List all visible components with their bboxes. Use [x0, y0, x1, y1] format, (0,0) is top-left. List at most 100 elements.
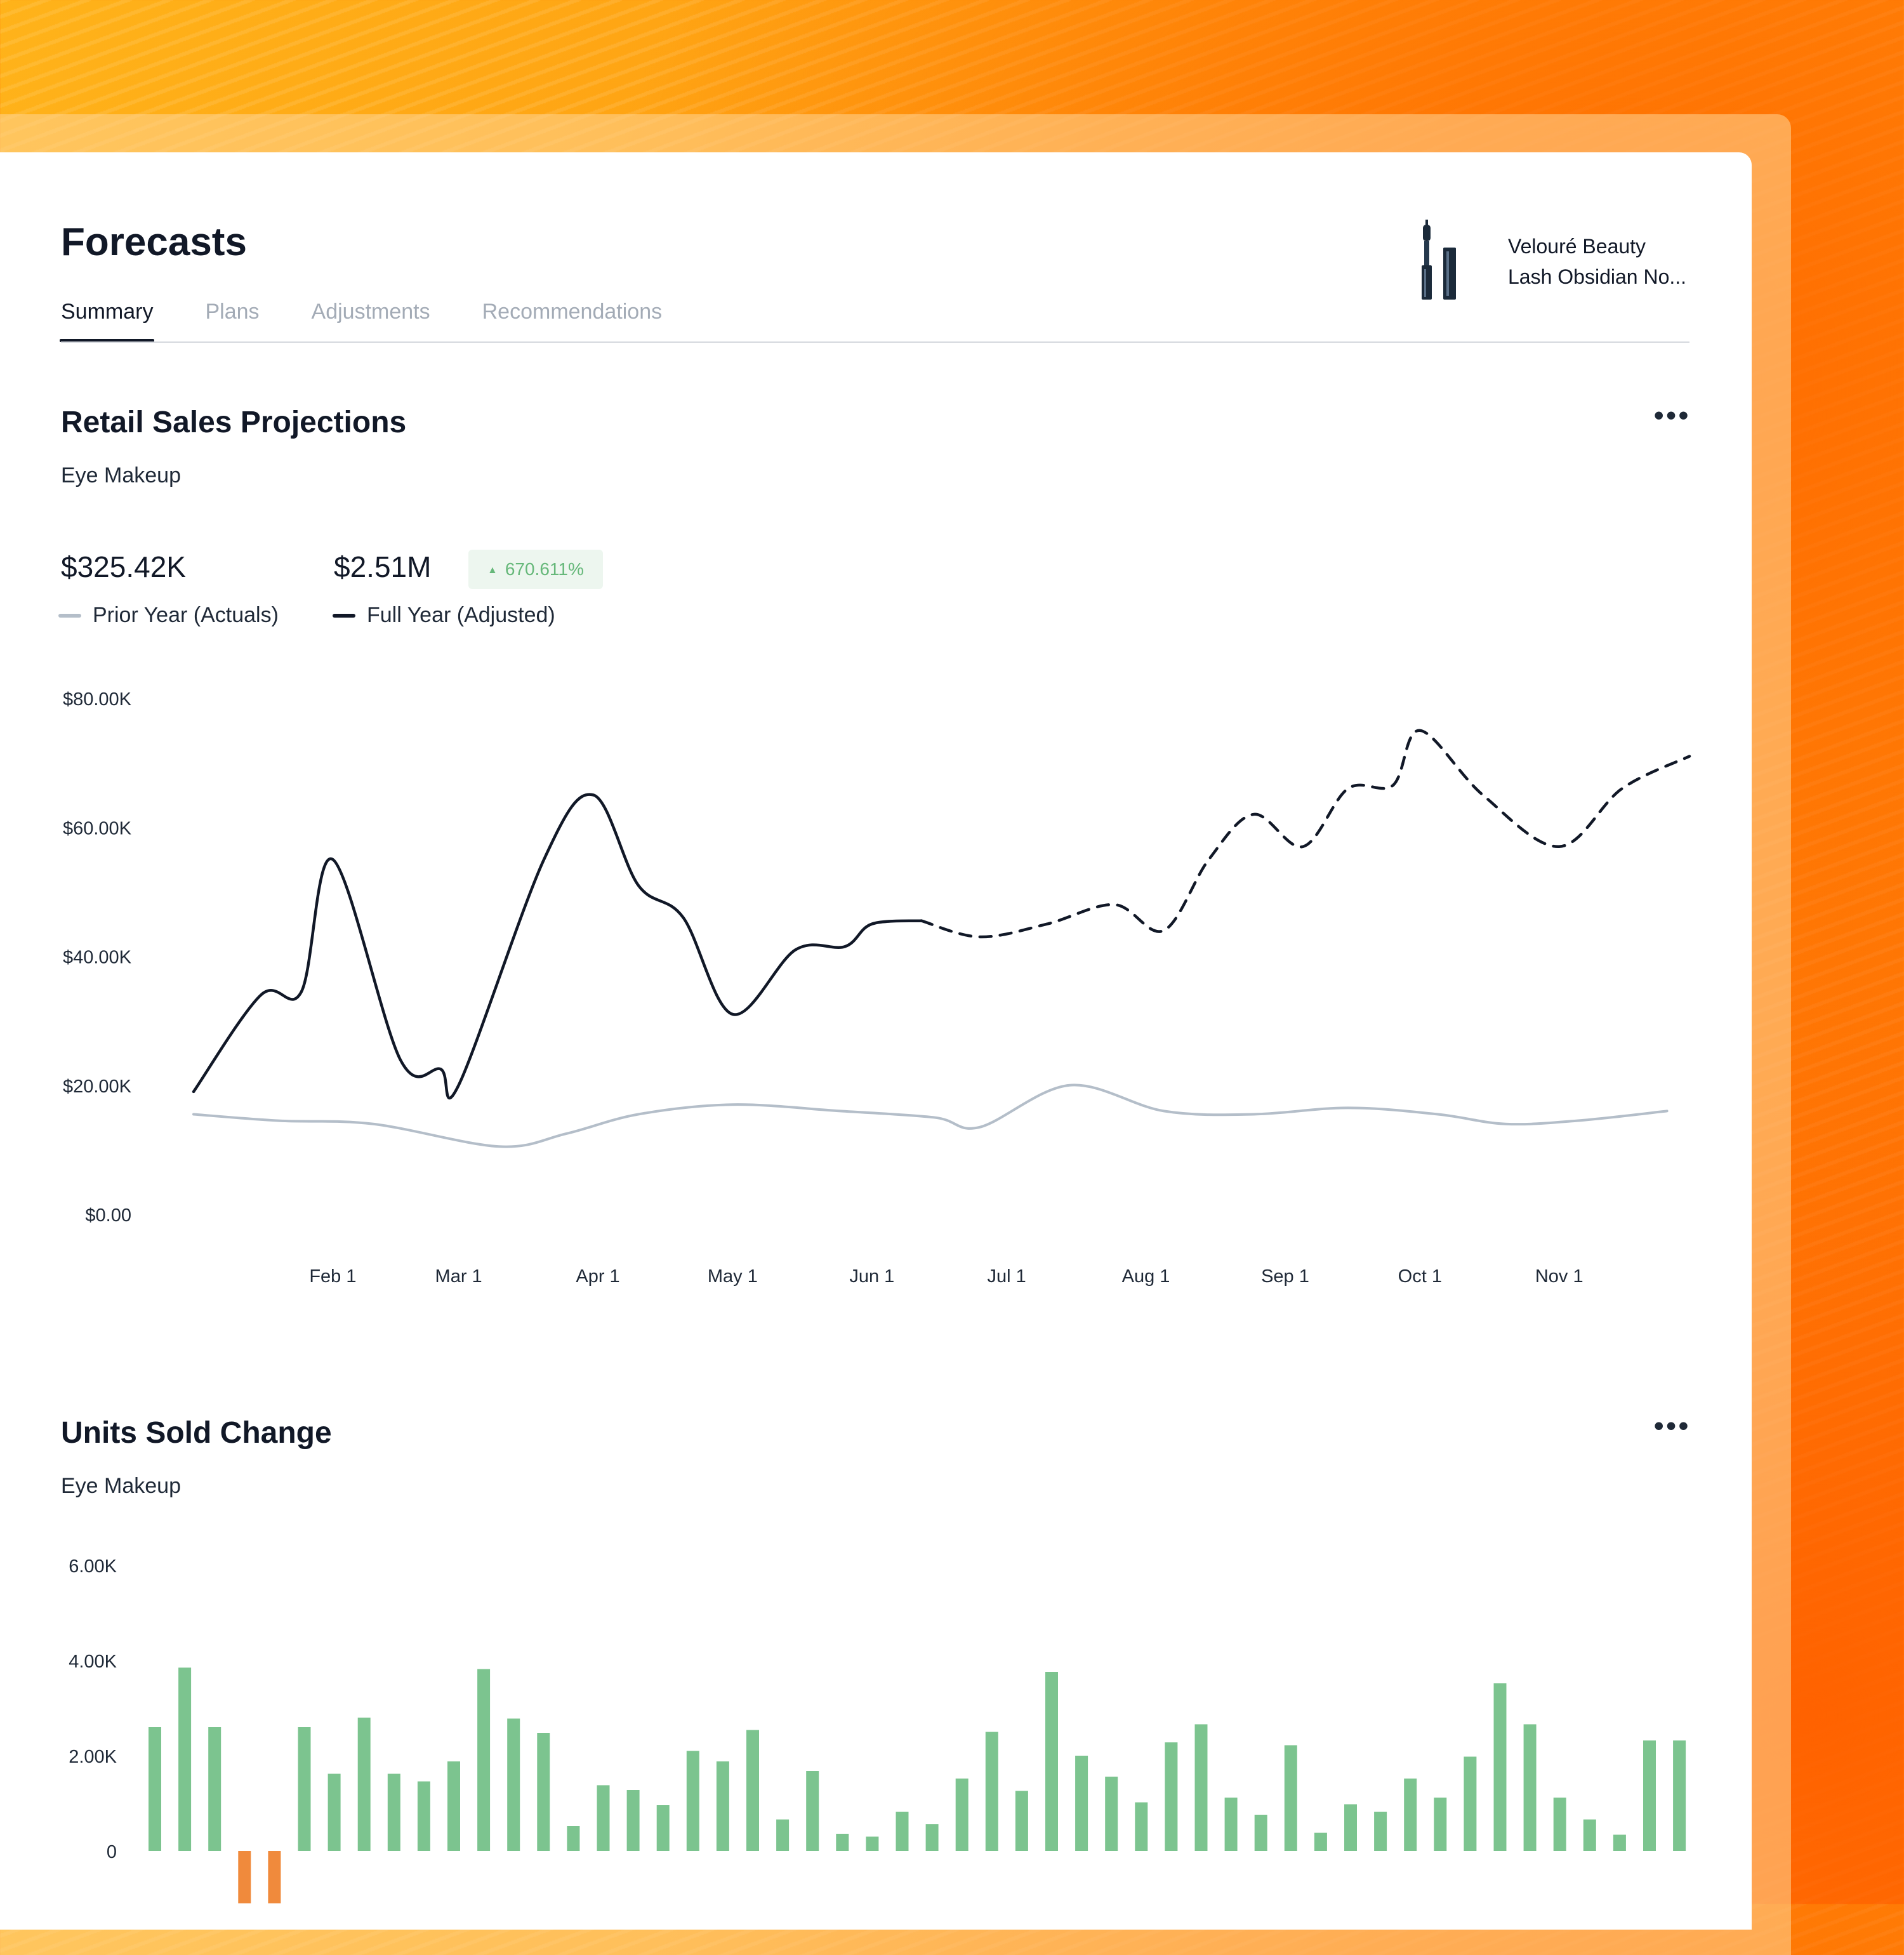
product-info[interactable]: Velouré Beauty Lash Obsidian No... — [1508, 231, 1686, 292]
y-tick-label: $0.00 — [85, 1205, 131, 1226]
units-bar — [1553, 1798, 1566, 1851]
y-tick-label: 2.00K — [69, 1747, 117, 1767]
units-bar — [1045, 1672, 1058, 1851]
units-bar — [447, 1761, 460, 1851]
units-bar — [1224, 1798, 1238, 1851]
units-bar — [417, 1781, 430, 1851]
units-bar — [686, 1751, 699, 1851]
units-bar — [836, 1834, 849, 1851]
units-bar-chart: 6.00K 4.00K 2.00K 0 — [69, 1556, 1686, 1904]
units-bar — [327, 1773, 341, 1851]
y-tick-label: $80.00K — [63, 689, 132, 710]
y-tick-label: $40.00K — [63, 948, 132, 968]
units-bar — [1135, 1802, 1148, 1851]
units-bar — [1254, 1815, 1267, 1851]
units-bar — [1613, 1834, 1626, 1851]
units-bar — [716, 1761, 729, 1851]
units-bar — [477, 1669, 491, 1851]
units-bar — [1344, 1804, 1357, 1851]
units-bar — [1105, 1777, 1118, 1851]
legend-full-label: Full Year (Adjusted) — [367, 603, 555, 627]
full-year-projection-line — [920, 729, 1691, 939]
units-bar — [268, 1851, 281, 1904]
units-bar — [866, 1836, 879, 1851]
units-bar — [1075, 1756, 1088, 1851]
units-bar — [1673, 1740, 1686, 1851]
units-bar — [1434, 1798, 1447, 1851]
y-tick-label: 6.00K — [69, 1556, 117, 1577]
tab-adjustments[interactable]: Adjustments — [311, 300, 430, 324]
tab-recommendations[interactable]: Recommendations — [482, 300, 663, 324]
units-bar — [1165, 1742, 1178, 1851]
units-bar — [298, 1727, 311, 1851]
y-tick-label: 0 — [107, 1842, 117, 1862]
units-bar — [1583, 1819, 1596, 1851]
sales-line-chart: $80.00K $60.00K $40.00K $20.00K $0.00 Feb 1 Ma… — [63, 689, 1691, 1287]
units-bar — [985, 1732, 998, 1851]
units-bar — [238, 1851, 251, 1904]
legend-prior-year: Prior Year (Actuals) — [58, 603, 279, 628]
units-more-menu-icon[interactable]: ••• — [1654, 1410, 1691, 1441]
x-tick-label: Sep 1 — [1261, 1266, 1309, 1287]
units-bar — [178, 1667, 192, 1851]
units-bar — [537, 1733, 550, 1851]
tab-summary[interactable]: Summary — [59, 300, 155, 342]
units-bar — [626, 1790, 640, 1851]
units-bar — [507, 1718, 520, 1851]
x-tick-label: Mar 1 — [435, 1266, 482, 1287]
x-tick-label: May 1 — [708, 1266, 758, 1287]
units-bar — [1374, 1812, 1387, 1851]
mascara-product-icon — [1422, 220, 1456, 300]
y-tick-label: 4.00K — [69, 1652, 117, 1672]
units-section-title: Units Sold Change — [61, 1416, 332, 1450]
units-bar — [1015, 1791, 1028, 1851]
units-bar — [1314, 1832, 1327, 1851]
units-bar — [567, 1826, 580, 1851]
tab-plans[interactable]: Plans — [205, 300, 260, 324]
x-tick-label: Oct 1 — [1398, 1266, 1442, 1287]
units-bar — [776, 1819, 790, 1851]
forecast-panel — [0, 152, 1752, 1930]
x-tick-label: Jul 1 — [987, 1266, 1026, 1287]
up-arrow-icon: ▲ — [487, 565, 498, 576]
metric-full-year: $2.51M — [334, 550, 432, 583]
units-bar — [925, 1824, 939, 1851]
page-title: Forecasts — [61, 220, 247, 264]
units-bar — [896, 1812, 909, 1851]
units-bar — [955, 1779, 969, 1851]
prior-year-line — [192, 1084, 1669, 1148]
y-tick-label: $60.00K — [63, 818, 132, 838]
product-brand: Velouré Beauty — [1508, 235, 1646, 258]
units-bar — [746, 1730, 759, 1851]
tab-bar: Summary Plans Adjustments Recommendation… — [59, 300, 714, 342]
units-bar — [806, 1771, 819, 1851]
x-tick-label: Feb 1 — [309, 1266, 356, 1287]
y-tick-label: $20.00K — [63, 1077, 132, 1097]
units-bar — [597, 1785, 610, 1851]
units-bar — [1404, 1779, 1417, 1851]
legend-prior-label: Prior Year (Actuals) — [93, 603, 279, 627]
units-bar — [387, 1773, 400, 1851]
units-section-subtitle: Eye Makeup — [61, 1474, 181, 1498]
units-bar — [1493, 1683, 1507, 1851]
sales-section-title: Retail Sales Projections — [61, 406, 407, 439]
metric-prior-year: $325.42K — [61, 550, 186, 583]
x-tick-label: Apr 1 — [576, 1266, 619, 1287]
units-bar — [1643, 1740, 1656, 1851]
units-bar — [1284, 1745, 1297, 1851]
units-bar — [1464, 1756, 1477, 1851]
units-bar — [357, 1718, 371, 1851]
sales-more-menu-icon[interactable]: ••• — [1654, 400, 1691, 431]
x-tick-label: Nov 1 — [1535, 1266, 1583, 1287]
units-bar — [1523, 1724, 1537, 1851]
full-year-actual-line — [192, 793, 923, 1099]
change-value: 670.611% — [505, 559, 584, 579]
legend-full-swatch — [333, 613, 355, 618]
units-bar — [656, 1805, 670, 1851]
x-tick-label: Jun 1 — [849, 1266, 894, 1287]
units-bar — [208, 1727, 221, 1851]
sales-section-subtitle: Eye Makeup — [61, 463, 181, 487]
legend-full-year: Full Year (Adjusted) — [333, 603, 555, 628]
change-badge: ▲ 670.611% — [468, 550, 603, 589]
x-tick-label: Aug 1 — [1122, 1266, 1170, 1287]
